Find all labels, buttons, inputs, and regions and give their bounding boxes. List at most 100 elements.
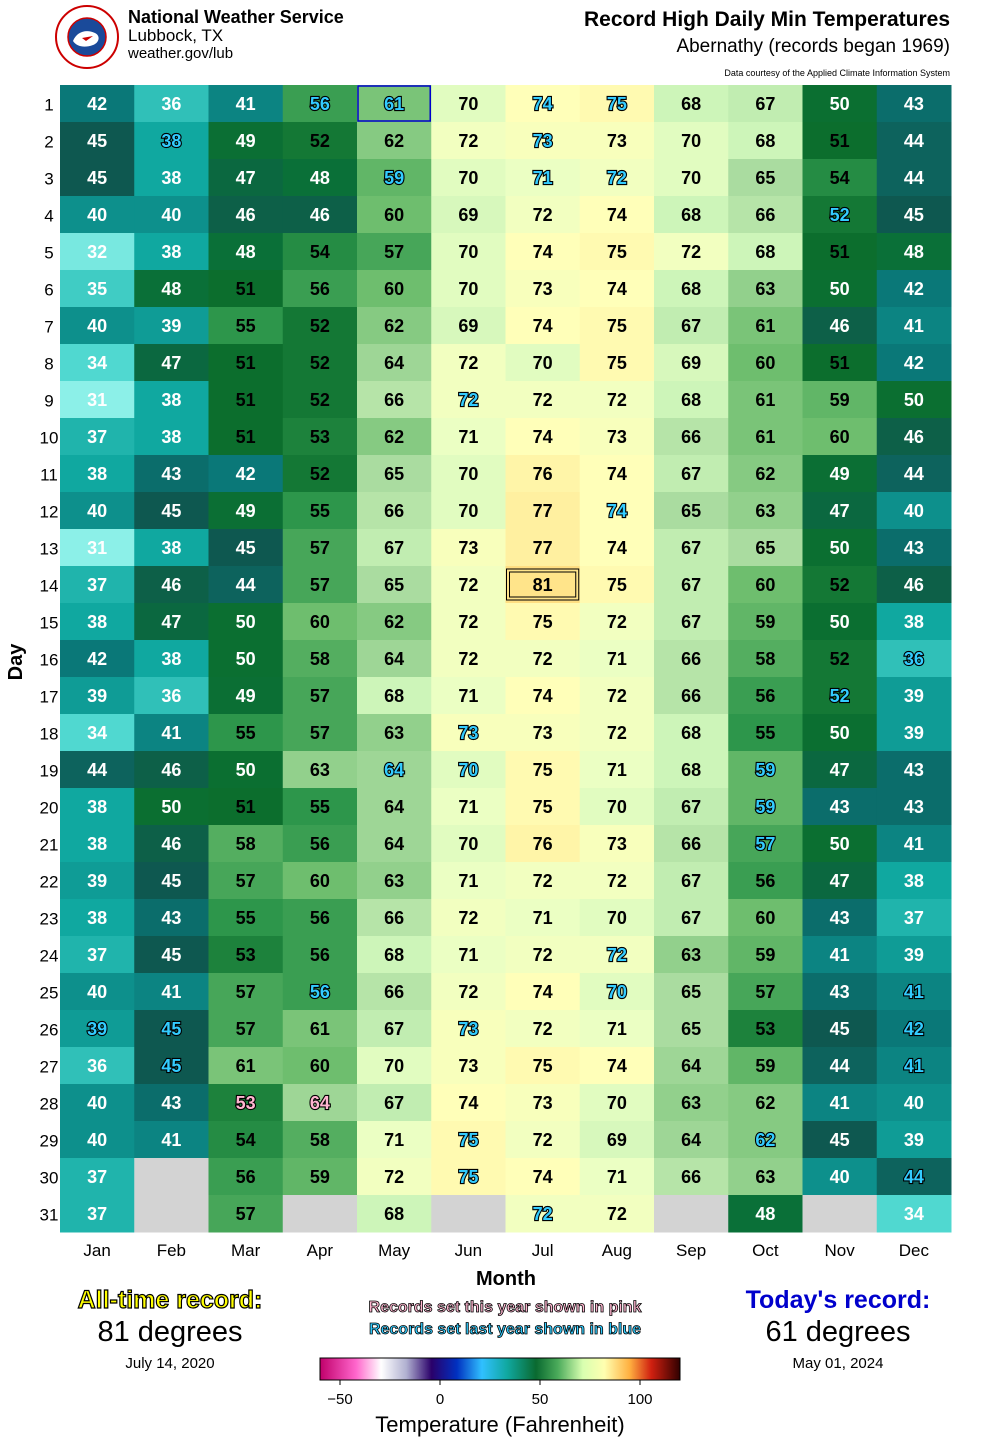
cell-value: 46: [310, 205, 330, 225]
heatmap-cell: [357, 1158, 432, 1196]
heatmap-cell: [431, 455, 506, 493]
heatmap-cell: [208, 973, 284, 1011]
heatmap-cell: [208, 640, 284, 678]
cell-value: 43: [904, 760, 924, 780]
cell-value: 41: [830, 1093, 850, 1113]
heatmap-cell: [431, 936, 506, 974]
heatmap-cell: [654, 751, 729, 789]
cell-value: 47: [236, 168, 256, 188]
cell-value: 75: [458, 1130, 478, 1150]
cell-value: 66: [681, 1167, 701, 1187]
cell-value: 56: [236, 1167, 256, 1187]
heatmap-cell: [876, 1010, 952, 1048]
heatmap-cell: [60, 788, 135, 826]
cell-value: 72: [533, 1204, 553, 1224]
heatmap-cell: [654, 122, 729, 160]
cell-value: 77: [533, 501, 553, 521]
cell-value: 71: [533, 168, 553, 188]
cell-value: 73: [458, 1056, 478, 1076]
heatmap-cell: [579, 1084, 655, 1122]
heatmap-cell: [654, 899, 729, 937]
cell-value: 68: [681, 205, 701, 225]
cell-value: 75: [533, 797, 553, 817]
cell-value: 65: [755, 168, 775, 188]
colorbar-tick-label: −50: [327, 1391, 352, 1408]
heatmap-cell: [134, 677, 209, 715]
cell-value: 42: [904, 279, 924, 299]
day-tick-label: 14: [40, 577, 59, 596]
heatmap-cell: [134, 344, 209, 382]
heatmap-cell: [728, 1195, 803, 1233]
cell-value: 46: [161, 575, 181, 595]
cell-value: 74: [533, 686, 553, 706]
heatmap-cell: [282, 640, 358, 678]
cell-value: 40: [87, 501, 107, 521]
cell-value: 39: [161, 316, 181, 336]
cell-value: 71: [458, 797, 478, 817]
cell-value: 47: [161, 353, 181, 373]
heatmap-cell: [876, 122, 952, 160]
heatmap-cell: [654, 529, 729, 567]
heatmap-cell: [654, 1047, 729, 1085]
heatmap-cell: [208, 1158, 284, 1196]
cell-value: 66: [681, 649, 701, 669]
cell-value: 68: [681, 279, 701, 299]
heatmap-cell: [505, 344, 581, 382]
heatmap-cell: [876, 973, 952, 1011]
cell-value: 45: [236, 538, 256, 558]
heatmap-cell: [60, 307, 135, 345]
heatmap-cell: [208, 344, 284, 382]
day-tick-label: 8: [44, 355, 53, 374]
heatmap-cell: [134, 307, 209, 345]
cell-value: 65: [681, 501, 701, 521]
heatmap-cell: [802, 1084, 878, 1122]
heatmap-cell: [802, 714, 878, 752]
cell-value: 34: [87, 723, 107, 743]
heatmap-cell: [134, 529, 209, 567]
heatmap-cell: [579, 85, 655, 123]
heatmap-cell: [654, 825, 729, 863]
month-tick-label: Jul: [532, 1241, 554, 1260]
heatmap-cell: [60, 862, 135, 900]
month-tick-label: Oct: [752, 1241, 779, 1260]
cell-value: 75: [533, 1056, 553, 1076]
alltime-record-marker: [506, 568, 580, 601]
heatmap-cell: [802, 233, 878, 271]
heatmap-cell: [802, 307, 878, 345]
cell-value: 68: [681, 390, 701, 410]
heatmap-cell: [876, 566, 952, 604]
cell-value: 45: [904, 205, 924, 225]
cell-value: 73: [607, 427, 627, 447]
heatmap-cell: [876, 936, 952, 974]
org-url[interactable]: weather.gov/lub: [128, 45, 234, 62]
heatmap-cell: [802, 1121, 878, 1159]
heatmap-cell: [60, 1158, 135, 1196]
heatmap-cell: [802, 936, 878, 974]
cell-value: 72: [607, 686, 627, 706]
cell-value: 71: [533, 908, 553, 928]
day-tick-label: 25: [40, 984, 59, 1003]
day-tick-label: 24: [40, 947, 59, 966]
cell-value: 72: [533, 649, 553, 669]
heatmap-cell: [60, 1121, 135, 1159]
cell-value: 72: [458, 649, 478, 669]
cell-value: 59: [755, 945, 775, 965]
heatmap-cell: [282, 307, 358, 345]
heatmap-cell: [579, 196, 655, 234]
day-tick-label: 19: [40, 762, 59, 781]
heatmap-cell: [134, 122, 209, 160]
cell-value: 72: [607, 723, 627, 743]
heatmap-cell: [728, 640, 803, 678]
cell-value: 52: [830, 575, 850, 595]
cell-value: 52: [830, 686, 850, 706]
cell-value: 52: [310, 353, 330, 373]
cell-value: 43: [904, 94, 924, 114]
cell-value: 53: [236, 945, 256, 965]
day-tick-label: 2: [44, 133, 53, 152]
heatmap-cell: [579, 825, 655, 863]
heatmap-cell: [728, 122, 803, 160]
heatmap-cell: [431, 344, 506, 382]
heatmap-values: 42 36 41 56 61 70 74 75 68 67 50 43 45 38 49 52 62 72 73 73…: [86, 93, 925, 1225]
cell-value: 41: [904, 982, 924, 1002]
heatmap-cell: [134, 899, 209, 937]
